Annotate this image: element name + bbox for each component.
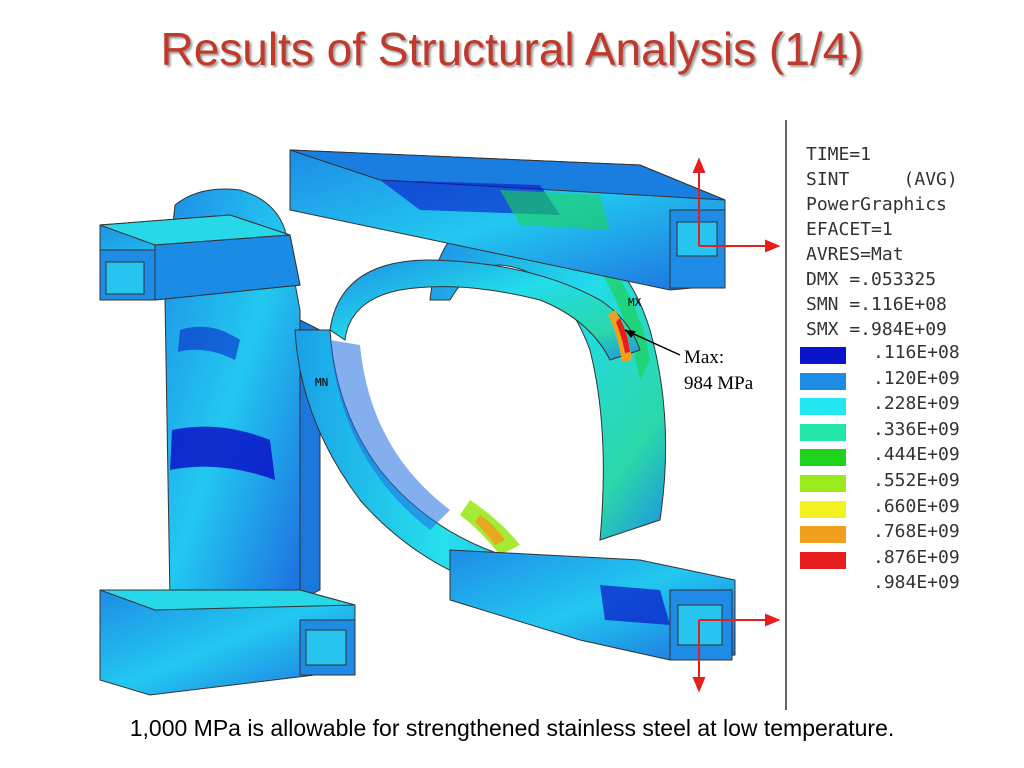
legend-line: AVRES=Mat — [806, 244, 904, 265]
top-right-beam — [289, 149, 726, 291]
contour-value: .660E+09 — [873, 495, 960, 517]
legend-line: TIME=1 — [806, 144, 872, 165]
contour-value: .120E+09 — [873, 367, 960, 389]
contour-value: .552E+09 — [873, 469, 960, 491]
fea-stress-plot: MN MX — [99, 120, 787, 710]
contour-swatch — [800, 423, 846, 441]
slide-footer-note: 1,000 MPa is allowable for strengthened … — [129, 715, 895, 741]
legend-line: SMX =.984E+09 — [806, 319, 947, 340]
contour-value: .768E+09 — [873, 521, 960, 543]
contour-value: .444E+09 — [873, 444, 960, 466]
callout-leader — [624, 329, 681, 356]
contour-value: .228E+09 — [873, 393, 960, 415]
contour-value: .336E+09 — [873, 418, 960, 440]
contour-swatch — [800, 372, 846, 390]
callout-line-1: Max: — [684, 347, 725, 368]
callout-line-2: 984 MPa — [684, 373, 754, 394]
contour-swatch — [800, 449, 846, 467]
min-marker: MN — [315, 376, 328, 389]
legend-line: SMN =.116E+08 — [806, 294, 947, 315]
result-legend: TIME=1 SINT (AVG) PowerGraphics EFACET=1… — [806, 142, 958, 342]
legend-line: SINT (AVG) — [806, 169, 958, 190]
legend-line: PowerGraphics — [806, 194, 947, 215]
callout-arrowhead — [625, 330, 636, 338]
contour-value: .984E+09 — [873, 572, 960, 594]
legend-line: DMX =.053325 — [806, 269, 937, 290]
top-left-block — [99, 214, 301, 301]
contour-swatch — [800, 500, 846, 518]
contour-value: .876E+09 — [873, 546, 960, 568]
contour-swatch — [800, 526, 846, 544]
max-marker: MX — [628, 296, 642, 309]
bottom-right-block — [449, 549, 736, 661]
bottom-load-arrows — [692, 613, 781, 693]
legend-line: EFACET=1 — [806, 219, 893, 240]
contour-swatch — [800, 398, 846, 416]
bottom-left-block — [99, 589, 356, 696]
contour-value: .116E+08 — [873, 342, 960, 363]
max-stress-callout: Max: 984 MPa — [684, 345, 753, 397]
contour-swatch — [800, 347, 846, 364]
contour-swatch — [800, 551, 846, 569]
top-load-arrows — [692, 157, 781, 253]
contour-swatch — [800, 474, 846, 492]
slide-title: Results of Structural Analysis (1/4) — [160, 23, 864, 75]
